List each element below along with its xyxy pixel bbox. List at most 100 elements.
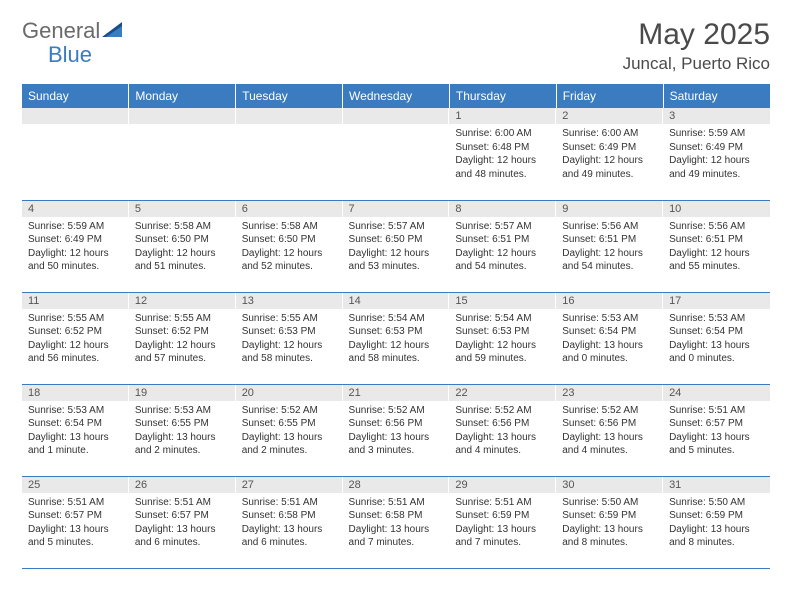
daylight-text: Daylight: 12 hours and 55 minutes. xyxy=(669,247,764,274)
sunrise-text: Sunrise: 5:51 AM xyxy=(28,496,123,510)
day-number: 25 xyxy=(22,477,129,493)
daylight-text: Daylight: 13 hours and 5 minutes. xyxy=(669,431,764,458)
weekday-header: Saturday xyxy=(663,84,770,108)
day-content: Sunrise: 5:52 AMSunset: 6:55 PMDaylight:… xyxy=(236,401,343,462)
day-content: Sunrise: 5:57 AMSunset: 6:50 PMDaylight:… xyxy=(343,217,450,278)
day-content: Sunrise: 5:54 AMSunset: 6:53 PMDaylight:… xyxy=(343,309,450,370)
weekday-header: Sunday xyxy=(22,84,129,108)
sunset-text: Sunset: 6:49 PM xyxy=(669,141,764,155)
day-content: Sunrise: 5:50 AMSunset: 6:59 PMDaylight:… xyxy=(556,493,663,554)
sunrise-text: Sunrise: 5:53 AM xyxy=(28,404,123,418)
daylight-text: Daylight: 12 hours and 49 minutes. xyxy=(669,154,764,181)
day-number: 8 xyxy=(449,201,556,217)
calendar-day-cell: 4Sunrise: 5:59 AMSunset: 6:49 PMDaylight… xyxy=(22,200,129,292)
day-number: 22 xyxy=(449,385,556,401)
sunset-text: Sunset: 6:56 PM xyxy=(562,417,657,431)
sunrise-text: Sunrise: 5:52 AM xyxy=(455,404,550,418)
sunset-text: Sunset: 6:53 PM xyxy=(455,325,550,339)
sunset-text: Sunset: 6:53 PM xyxy=(349,325,444,339)
day-content: Sunrise: 5:53 AMSunset: 6:55 PMDaylight:… xyxy=(129,401,236,462)
sunrise-text: Sunrise: 5:58 AM xyxy=(242,220,337,234)
day-number: 14 xyxy=(343,293,450,309)
day-number: 15 xyxy=(449,293,556,309)
calendar-day-cell: 17Sunrise: 5:53 AMSunset: 6:54 PMDayligh… xyxy=(663,292,770,384)
sunset-text: Sunset: 6:58 PM xyxy=(349,509,444,523)
daylight-text: Daylight: 13 hours and 8 minutes. xyxy=(562,523,657,550)
sunrise-text: Sunrise: 5:55 AM xyxy=(242,312,337,326)
daylight-text: Daylight: 12 hours and 56 minutes. xyxy=(28,339,123,366)
day-number: 24 xyxy=(663,385,770,401)
day-number xyxy=(236,108,343,124)
day-number: 16 xyxy=(556,293,663,309)
calendar-day-cell: 22Sunrise: 5:52 AMSunset: 6:56 PMDayligh… xyxy=(449,384,556,476)
calendar-day-cell: 3Sunrise: 5:59 AMSunset: 6:49 PMDaylight… xyxy=(663,108,770,200)
sunrise-text: Sunrise: 5:51 AM xyxy=(135,496,230,510)
day-number: 23 xyxy=(556,385,663,401)
sunrise-text: Sunrise: 5:51 AM xyxy=(669,404,764,418)
calendar-day-cell: 9Sunrise: 5:56 AMSunset: 6:51 PMDaylight… xyxy=(556,200,663,292)
day-content xyxy=(343,124,450,131)
day-content: Sunrise: 5:52 AMSunset: 6:56 PMDaylight:… xyxy=(449,401,556,462)
sunrise-text: Sunrise: 5:50 AM xyxy=(669,496,764,510)
day-number: 4 xyxy=(22,201,129,217)
daylight-text: Daylight: 13 hours and 0 minutes. xyxy=(669,339,764,366)
day-number: 11 xyxy=(22,293,129,309)
day-content: Sunrise: 5:50 AMSunset: 6:59 PMDaylight:… xyxy=(663,493,770,554)
sunrise-text: Sunrise: 6:00 AM xyxy=(562,127,657,141)
day-number: 5 xyxy=(129,201,236,217)
sunrise-text: Sunrise: 5:55 AM xyxy=(135,312,230,326)
location: Juncal, Puerto Rico xyxy=(623,54,770,74)
day-content: Sunrise: 5:56 AMSunset: 6:51 PMDaylight:… xyxy=(663,217,770,278)
sunset-text: Sunset: 6:50 PM xyxy=(135,233,230,247)
calendar-day-cell xyxy=(22,108,129,200)
day-content: Sunrise: 5:51 AMSunset: 6:57 PMDaylight:… xyxy=(663,401,770,462)
day-number xyxy=(343,108,450,124)
daylight-text: Daylight: 12 hours and 58 minutes. xyxy=(242,339,337,366)
calendar-day-cell: 12Sunrise: 5:55 AMSunset: 6:52 PMDayligh… xyxy=(129,292,236,384)
sunset-text: Sunset: 6:54 PM xyxy=(669,325,764,339)
day-number: 29 xyxy=(449,477,556,493)
daylight-text: Daylight: 12 hours and 49 minutes. xyxy=(562,154,657,181)
daylight-text: Daylight: 12 hours and 58 minutes. xyxy=(349,339,444,366)
day-number: 9 xyxy=(556,201,663,217)
daylight-text: Daylight: 13 hours and 2 minutes. xyxy=(135,431,230,458)
day-content: Sunrise: 5:58 AMSunset: 6:50 PMDaylight:… xyxy=(129,217,236,278)
calendar-day-cell: 29Sunrise: 5:51 AMSunset: 6:59 PMDayligh… xyxy=(449,476,556,568)
daylight-text: Daylight: 13 hours and 4 minutes. xyxy=(562,431,657,458)
logo-text-2: Blue xyxy=(48,42,92,67)
calendar-week-row: 11Sunrise: 5:55 AMSunset: 6:52 PMDayligh… xyxy=(22,292,770,384)
logo-triangle-icon xyxy=(102,20,124,43)
weekday-header: Friday xyxy=(556,84,663,108)
day-content: Sunrise: 5:52 AMSunset: 6:56 PMDaylight:… xyxy=(556,401,663,462)
calendar-week-row: 4Sunrise: 5:59 AMSunset: 6:49 PMDaylight… xyxy=(22,200,770,292)
calendar-day-cell: 5Sunrise: 5:58 AMSunset: 6:50 PMDaylight… xyxy=(129,200,236,292)
sunset-text: Sunset: 6:52 PM xyxy=(135,325,230,339)
sunrise-text: Sunrise: 5:51 AM xyxy=(455,496,550,510)
daylight-text: Daylight: 12 hours and 51 minutes. xyxy=(135,247,230,274)
calendar-table: Sunday Monday Tuesday Wednesday Thursday… xyxy=(22,84,770,569)
daylight-text: Daylight: 13 hours and 4 minutes. xyxy=(455,431,550,458)
sunrise-text: Sunrise: 5:52 AM xyxy=(562,404,657,418)
calendar-day-cell: 24Sunrise: 5:51 AMSunset: 6:57 PMDayligh… xyxy=(663,384,770,476)
sunrise-text: Sunrise: 5:52 AM xyxy=(349,404,444,418)
calendar-day-cell: 31Sunrise: 5:50 AMSunset: 6:59 PMDayligh… xyxy=(663,476,770,568)
day-number: 13 xyxy=(236,293,343,309)
sunset-text: Sunset: 6:52 PM xyxy=(28,325,123,339)
day-number: 20 xyxy=(236,385,343,401)
sunrise-text: Sunrise: 5:50 AM xyxy=(562,496,657,510)
title-block: May 2025 Juncal, Puerto Rico xyxy=(623,18,770,74)
calendar-day-cell xyxy=(129,108,236,200)
calendar-day-cell: 30Sunrise: 5:50 AMSunset: 6:59 PMDayligh… xyxy=(556,476,663,568)
sunrise-text: Sunrise: 5:56 AM xyxy=(562,220,657,234)
sunrise-text: Sunrise: 5:53 AM xyxy=(562,312,657,326)
sunset-text: Sunset: 6:51 PM xyxy=(455,233,550,247)
sunset-text: Sunset: 6:54 PM xyxy=(28,417,123,431)
day-number: 7 xyxy=(343,201,450,217)
daylight-text: Daylight: 13 hours and 6 minutes. xyxy=(135,523,230,550)
calendar-day-cell: 25Sunrise: 5:51 AMSunset: 6:57 PMDayligh… xyxy=(22,476,129,568)
daylight-text: Daylight: 12 hours and 52 minutes. xyxy=(242,247,337,274)
daylight-text: Daylight: 13 hours and 2 minutes. xyxy=(242,431,337,458)
weekday-header-row: Sunday Monday Tuesday Wednesday Thursday… xyxy=(22,84,770,108)
day-content: Sunrise: 5:56 AMSunset: 6:51 PMDaylight:… xyxy=(556,217,663,278)
calendar-day-cell: 21Sunrise: 5:52 AMSunset: 6:56 PMDayligh… xyxy=(343,384,450,476)
